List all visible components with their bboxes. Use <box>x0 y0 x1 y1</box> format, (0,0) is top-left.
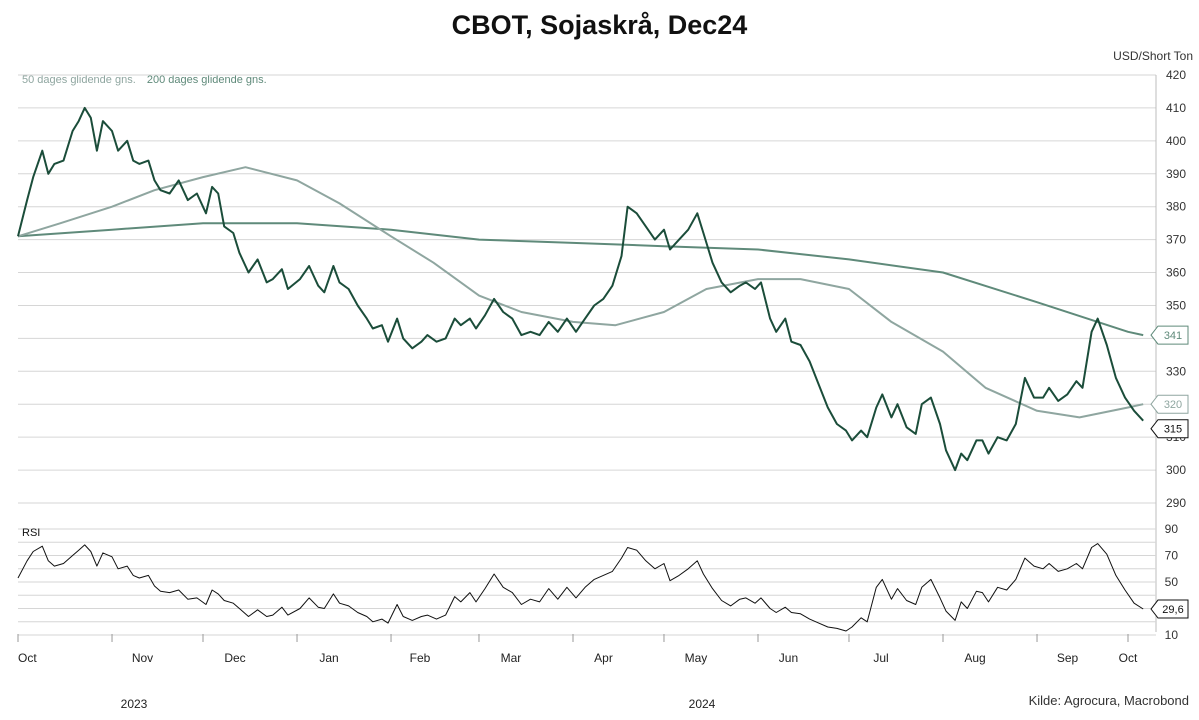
ma200-line <box>17 222 1144 337</box>
price-tick-label: 390 <box>1166 167 1186 181</box>
price-tick-label: 360 <box>1166 266 1186 280</box>
price-tick-label: 420 <box>1166 68 1186 82</box>
legend: 50 dages glidende gns. 200 dages glidend… <box>22 74 275 86</box>
month-label: Mar <box>501 651 522 665</box>
rsi-tick-label: 50 <box>1165 575 1179 589</box>
last-value-price: 315 <box>1164 424 1182 436</box>
rsi-tick-label: 10 <box>1165 628 1179 642</box>
month-label: Jun <box>779 651 798 665</box>
month-label: Aug <box>964 651 985 665</box>
source-note: Kilde: Agrocura, Macrobond <box>1028 693 1189 708</box>
unit-label: USD/Short Ton <box>1113 49 1193 63</box>
last-value-price-box <box>1150 419 1189 439</box>
price-tick-label: 350 <box>1166 298 1186 312</box>
month-ticks <box>17 634 1129 642</box>
price-tick-label: 300 <box>1166 463 1186 477</box>
price-tick-label: 410 <box>1166 101 1186 115</box>
rsi-axis-labels: 1030507090 <box>1165 522 1179 642</box>
price-axis-labels: 2903003103203303403503603703803904004104… <box>1166 68 1186 510</box>
price-tick-label: 380 <box>1166 200 1186 214</box>
month-label: Feb <box>410 651 431 665</box>
month-label: Oct <box>18 651 37 665</box>
last-value-rsi-box <box>1150 599 1189 619</box>
year-label: 2024 <box>689 697 716 711</box>
price-grid <box>18 74 1157 632</box>
series-lines <box>17 106 1144 632</box>
rsi-tick-label: 70 <box>1165 549 1179 563</box>
year-label: 2023 <box>121 697 148 711</box>
last-value-tags: 341 320 315 29,6 <box>1150 325 1189 619</box>
ma50-line <box>17 166 1144 419</box>
rsi-line <box>17 543 1144 632</box>
month-label: Jul <box>873 651 888 665</box>
month-label: Nov <box>132 651 153 665</box>
price-tick-label: 400 <box>1166 134 1186 148</box>
rsi-grid <box>18 528 1156 636</box>
rsi-tick-label: 90 <box>1165 522 1179 536</box>
month-label: Apr <box>594 651 613 665</box>
legend-ma50: 50 dages glidende gns. <box>22 74 136 86</box>
month-label: Dec <box>224 651 245 665</box>
last-value-ma200: 341 <box>1164 330 1182 342</box>
month-label: Sep <box>1057 651 1079 665</box>
month-label: Jan <box>319 651 338 665</box>
price-tick-label: 290 <box>1166 496 1186 510</box>
month-label: Oct <box>1119 651 1138 665</box>
legend-ma200: 200 dages glidende gns. <box>146 74 267 86</box>
chart-title: CBOT, Sojaskrå, Dec24 <box>451 10 748 40</box>
month-label: May <box>685 651 708 665</box>
last-value-ma50: 320 <box>1164 399 1182 411</box>
price-tick-label: 370 <box>1166 233 1186 247</box>
x-axis-labels: Oct Nov Dec Jan Feb Mar Apr May Jun Jul Aug Sep Oct 2… <box>18 651 1138 711</box>
price-tick-label: 330 <box>1166 364 1186 378</box>
last-value-rsi: 29,6 <box>1162 604 1183 616</box>
last-value-ma200-box <box>1150 325 1189 345</box>
last-value-ma50-box <box>1150 394 1189 414</box>
price-line <box>17 106 1144 472</box>
rsi-label: RSI <box>22 527 40 539</box>
